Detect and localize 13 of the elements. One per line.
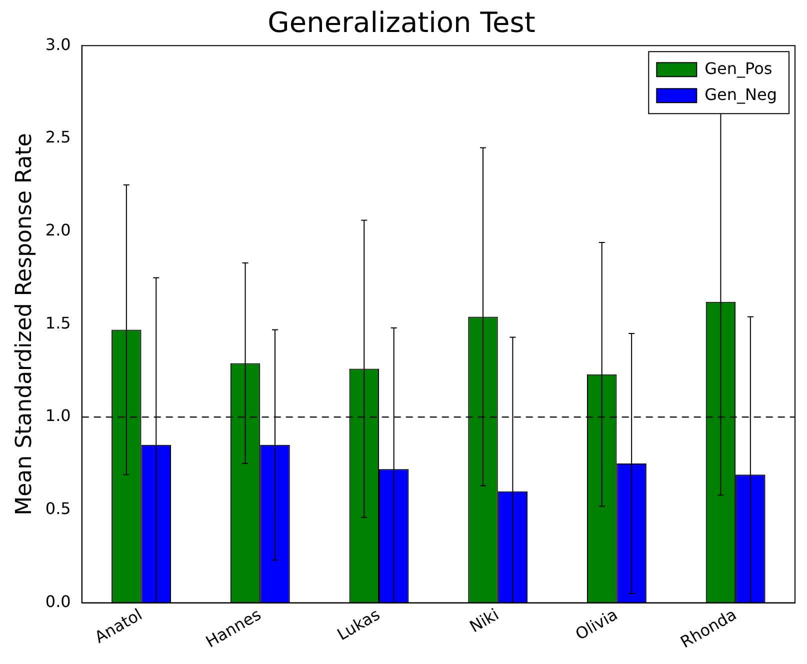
y-tick-label: 0.0	[45, 592, 71, 611]
x-tick-label: Olivia	[572, 604, 621, 644]
y-tick-label: 1.0	[45, 406, 71, 426]
y-axis-title: Mean Standardized Response Rate	[12, 133, 37, 516]
legend-label: Gen_Pos	[704, 58, 772, 78]
legend-label: Gen_Neg	[704, 84, 778, 104]
y-tick-label: 2.5	[45, 128, 71, 147]
chart-title: Generalization Test	[268, 6, 536, 40]
x-tick-label: Niki	[466, 604, 502, 636]
y-tick-label: 1.5	[45, 313, 71, 332]
y-tick-label: 0.5	[45, 499, 71, 518]
y-tick-label: 3.0	[45, 34, 71, 54]
y-tick-label: 2.0	[45, 220, 71, 240]
